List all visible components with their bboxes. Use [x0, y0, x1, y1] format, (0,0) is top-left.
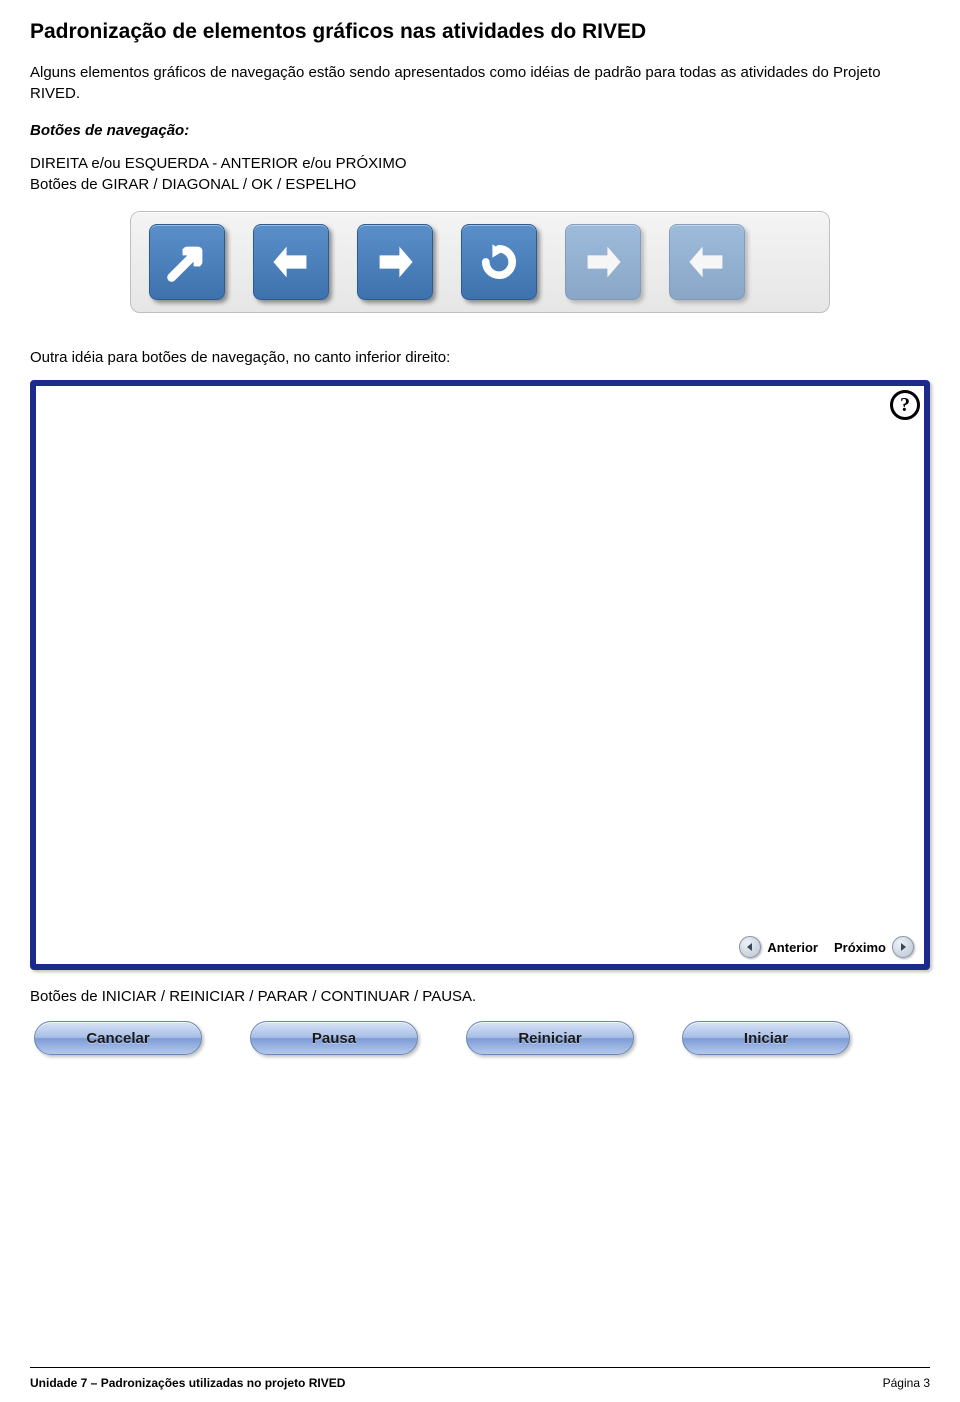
pill-description: Botões de INICIAR / REINICIAR / PARAR / …: [30, 988, 930, 1005]
next-label: Próximo: [834, 940, 886, 955]
iniciar-button[interactable]: Iniciar: [682, 1021, 850, 1055]
diagonal-up-icon: [165, 240, 209, 284]
pausa-button[interactable]: Pausa: [250, 1021, 418, 1055]
nav-button-panel: [130, 211, 830, 313]
left-arrow-icon: [269, 240, 313, 284]
help-button[interactable]: ?: [890, 390, 920, 420]
page-title: Padronização de elementos gráficos nas a…: [30, 20, 930, 44]
right-button-disabled: [565, 224, 641, 300]
previous-label: Anterior: [767, 940, 818, 955]
nav-description: DIREITA e/ou ESQUERDA - ANTERIOR e/ou PR…: [30, 153, 930, 195]
diagonal-button[interactable]: [149, 224, 225, 300]
left-button[interactable]: [253, 224, 329, 300]
content-frame: ? Anterior Próximo: [30, 380, 930, 970]
pill-button-row: Cancelar Pausa Reiniciar Iniciar: [30, 1021, 930, 1055]
idea2-text: Outra idéia para botões de navegação, no…: [30, 349, 930, 366]
help-icon: ?: [900, 394, 910, 417]
rotate-icon: [477, 240, 521, 284]
right-arrow-icon: [581, 240, 625, 284]
rotate-button[interactable]: [461, 224, 537, 300]
left-circle-arrow-icon: [739, 936, 761, 958]
nav-desc-line2: Botões de GIRAR / DIAGONAL / OK / ESPELH…: [30, 176, 356, 193]
left-button-disabled: [669, 224, 745, 300]
cancelar-button[interactable]: Cancelar: [34, 1021, 202, 1055]
previous-button[interactable]: Anterior: [739, 936, 818, 958]
next-button[interactable]: Próximo: [834, 936, 914, 958]
left-arrow-icon: [685, 240, 729, 284]
page-footer: Unidade 7 – Padronizações utilizadas no …: [30, 1376, 930, 1390]
intro-paragraph: Alguns elementos gráficos de navegação e…: [30, 62, 930, 104]
footer-page-number: Página 3: [883, 1376, 930, 1390]
nav-subheading: Botões de navegação:: [30, 122, 930, 139]
right-button[interactable]: [357, 224, 433, 300]
footer-left-text: Unidade 7 – Padronizações utilizadas no …: [30, 1376, 345, 1390]
nav-desc-line1: DIREITA e/ou ESQUERDA - ANTERIOR e/ou PR…: [30, 155, 407, 172]
footer-divider: [30, 1367, 930, 1368]
reiniciar-button[interactable]: Reiniciar: [466, 1021, 634, 1055]
frame-bottom-nav: Anterior Próximo: [739, 936, 914, 958]
right-circle-arrow-icon: [892, 936, 914, 958]
right-arrow-icon: [373, 240, 417, 284]
